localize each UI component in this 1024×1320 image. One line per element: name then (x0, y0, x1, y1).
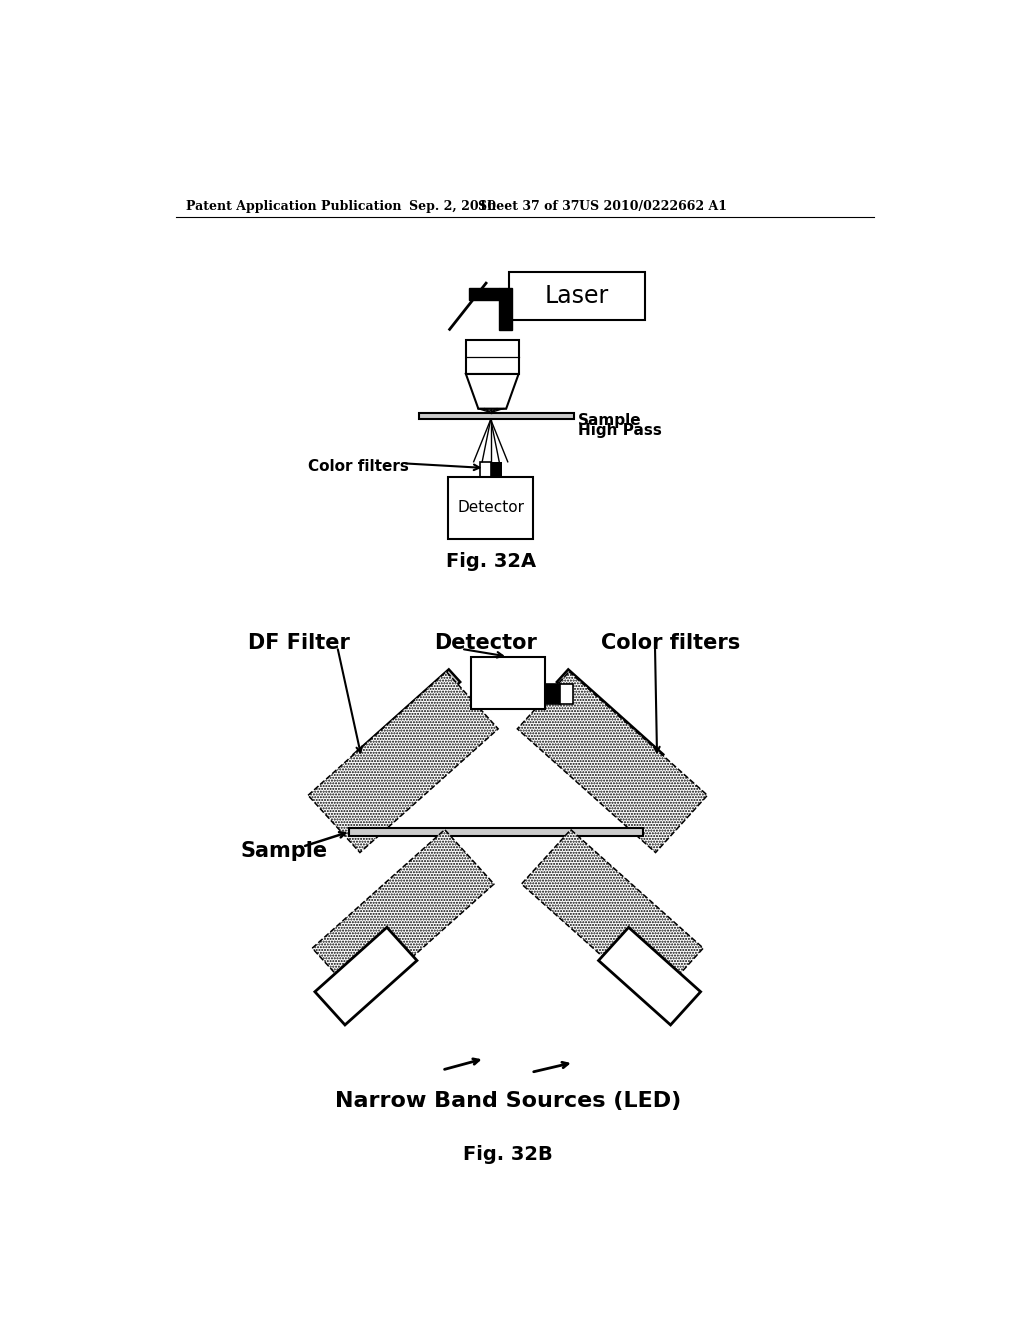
Bar (545, 684, 560, 705)
Bar (500, 288, 512, 330)
Text: Detector: Detector (457, 500, 524, 516)
Polygon shape (521, 830, 703, 1002)
Text: Sample: Sample (241, 841, 328, 861)
Text: DF Filter: DF Filter (248, 632, 350, 652)
Polygon shape (308, 672, 498, 853)
Bar (469, 288, 500, 300)
Text: Fig. 32A: Fig. 32A (445, 552, 536, 572)
Polygon shape (517, 672, 708, 853)
Text: Color filters: Color filters (601, 632, 740, 652)
Bar (480, 462, 490, 477)
Polygon shape (599, 928, 700, 1024)
Polygon shape (315, 928, 417, 1024)
Text: Sheet 37 of 37: Sheet 37 of 37 (478, 199, 580, 213)
Bar (449, 478, 534, 539)
Bar (471, 656, 545, 709)
Text: High Pass: High Pass (578, 424, 662, 438)
Bar (419, 412, 573, 420)
Text: Narrow Band Sources (LED): Narrow Band Sources (LED) (335, 1090, 681, 1111)
Bar (560, 684, 572, 705)
Bar (466, 341, 518, 374)
Text: Detector: Detector (434, 632, 537, 652)
Polygon shape (466, 374, 518, 409)
Polygon shape (353, 669, 460, 767)
Bar (490, 462, 502, 477)
Bar (349, 828, 643, 836)
Text: Sample: Sample (578, 413, 641, 428)
Text: Patent Application Publication: Patent Application Publication (186, 199, 401, 213)
Text: Laser: Laser (545, 284, 609, 309)
Polygon shape (312, 830, 494, 1002)
Text: Fig. 32B: Fig. 32B (463, 1146, 553, 1164)
Polygon shape (557, 669, 664, 767)
Text: US 2010/0222662 A1: US 2010/0222662 A1 (579, 199, 727, 213)
Bar (509, 272, 645, 321)
Text: Sep. 2, 2010: Sep. 2, 2010 (410, 199, 497, 213)
Text: Color filters: Color filters (308, 459, 409, 474)
